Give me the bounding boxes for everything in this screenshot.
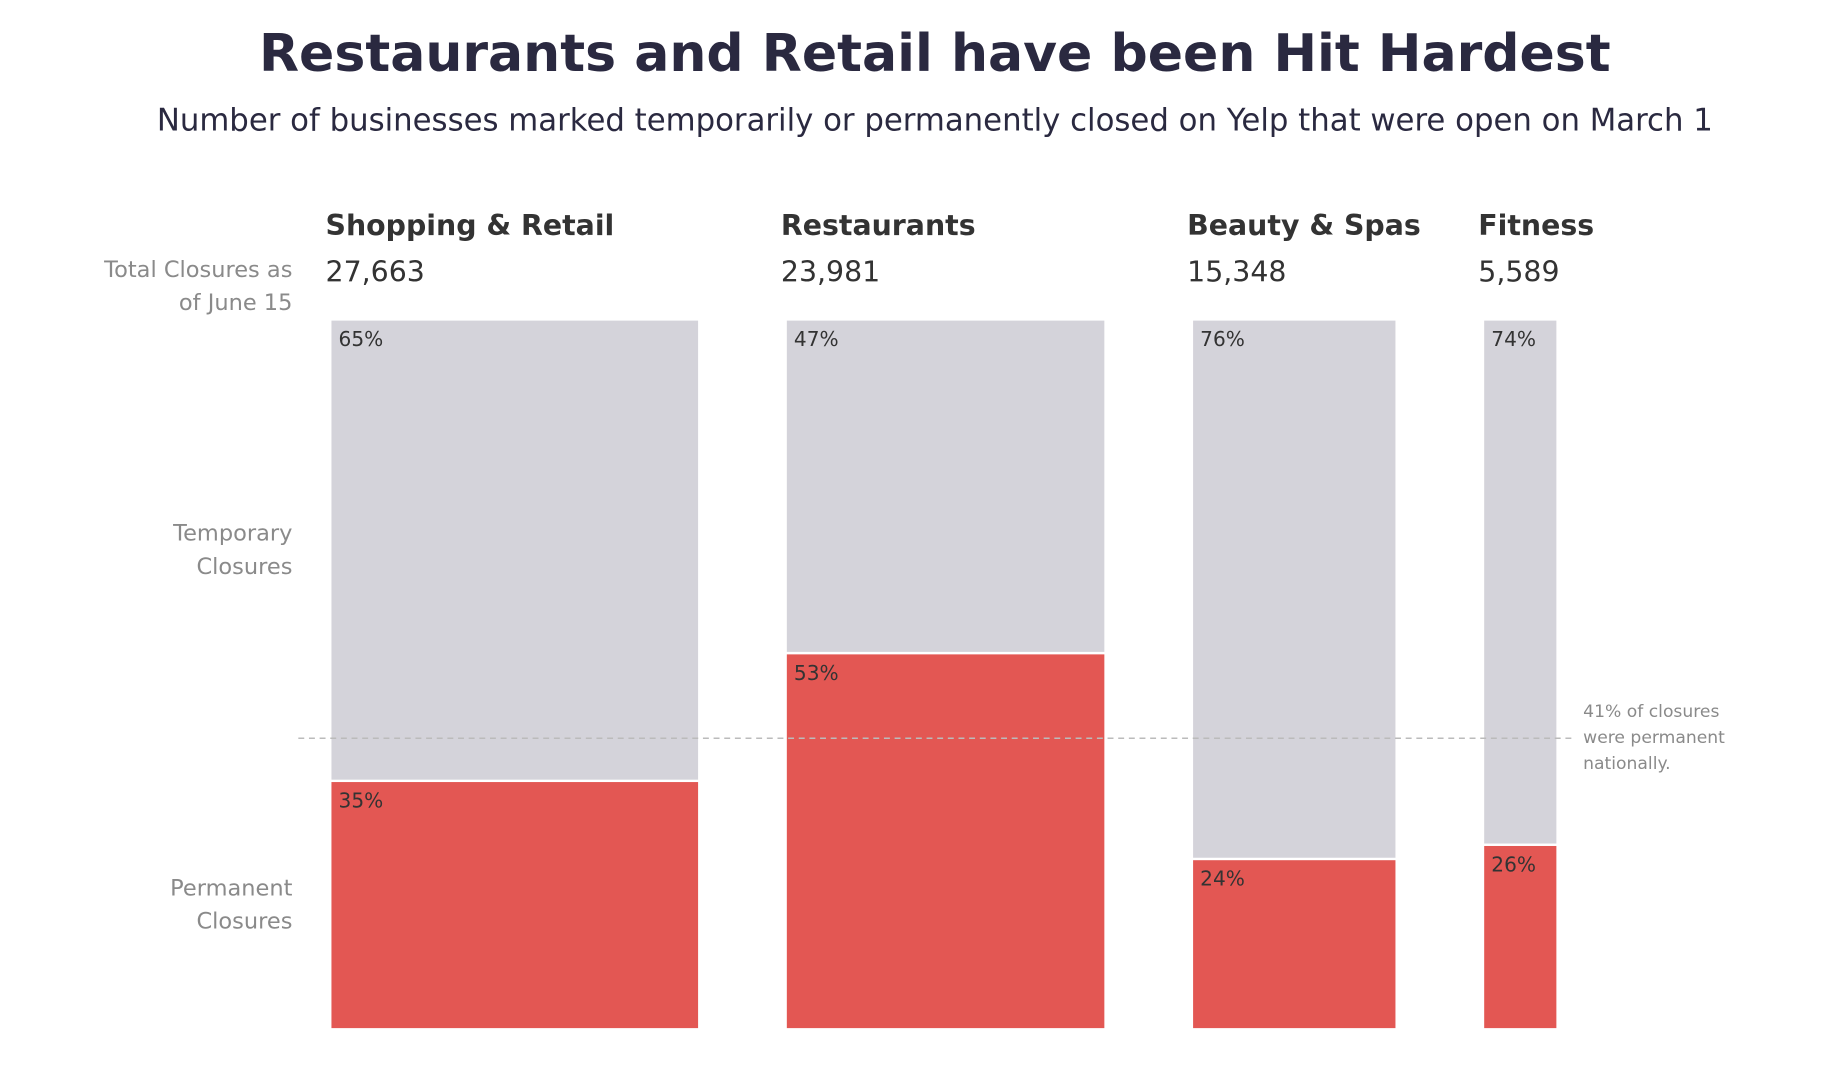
segment — [1190, 318, 1398, 861]
series-label: Permanent Closures — [170, 875, 293, 935]
reference-label: 41% of closures were permanent nationall… — [1583, 702, 1725, 774]
totals-label: Total Closures as of June 15 — [104, 256, 293, 316]
category-label: Beauty & Spas — [1187, 209, 1421, 242]
chart-subtitle: Number of businesses marked temporarily … — [157, 102, 1713, 138]
totals-label-box: Total Closures as of June 15 — [104, 256, 293, 316]
segment — [329, 779, 701, 1031]
category-label: Restaurants — [781, 209, 976, 242]
series-label-box: Permanent Closures — [170, 875, 293, 935]
series-label: Temporary Closures — [173, 520, 293, 580]
segment-label: 35% — [339, 789, 384, 813]
chart-title: Restaurants and Retail have been Hit Har… — [259, 24, 1611, 84]
total-label: 23,981 — [781, 255, 880, 288]
segment — [1481, 843, 1559, 1031]
segment-label: 26% — [1491, 853, 1536, 877]
total-label: 5,589 — [1478, 255, 1559, 288]
category-label: Shopping & Retail — [326, 209, 615, 242]
segment-label: 24% — [1200, 867, 1245, 891]
segment-label: 47% — [794, 327, 839, 351]
segment — [1190, 857, 1398, 1031]
total-label: 15,348 — [1187, 255, 1286, 288]
category-label: Fitness — [1478, 209, 1594, 242]
series-label-box: Temporary Closures — [173, 520, 293, 580]
segment-label: 53% — [794, 661, 839, 685]
segment — [329, 318, 701, 783]
segment — [1481, 318, 1559, 846]
segment-label: 65% — [339, 327, 384, 351]
segment — [784, 318, 1107, 655]
segment-label: 76% — [1200, 327, 1245, 351]
reference-label-box: 41% of closures were permanent nationall… — [1583, 702, 1725, 774]
segment — [784, 651, 1107, 1031]
total-label: 27,663 — [326, 255, 425, 288]
segment-label: 74% — [1491, 327, 1536, 351]
